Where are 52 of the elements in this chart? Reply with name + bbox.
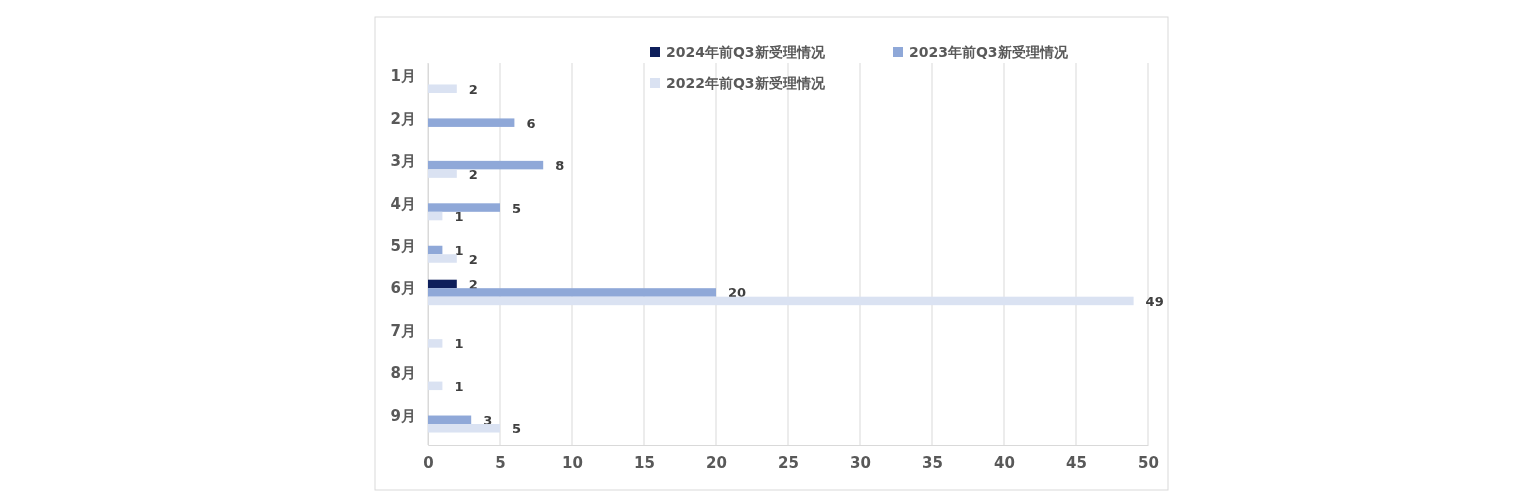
x-tick-label: 35: [922, 453, 943, 472]
data-label: 1: [454, 243, 464, 258]
y-tick-label: 2月: [390, 109, 416, 128]
data-label: 2: [468, 81, 478, 97]
bar: [428, 160, 544, 170]
y-tick-label: 6月: [390, 279, 416, 298]
legend-label: 2024年前Q3新受理情况: [666, 44, 826, 60]
data-label: 2: [468, 276, 478, 292]
bar: [428, 254, 457, 263]
bar: [428, 415, 472, 425]
x-tick-label: 15: [634, 453, 655, 472]
y-tick-label: 5月: [390, 237, 416, 255]
y-tick-label: 3月: [390, 152, 416, 171]
bar: [428, 203, 500, 212]
bar: [428, 245, 443, 255]
bar: [428, 279, 457, 289]
data-label: 8: [555, 158, 565, 174]
x-tick-label: 20: [706, 453, 727, 472]
bar: [428, 339, 443, 348]
y-tick-label: 9月: [390, 406, 416, 425]
data-label: 2: [468, 166, 478, 182]
data-label: 5: [512, 421, 522, 437]
x-tick-label: 25: [778, 453, 799, 472]
data-label: 5: [512, 200, 522, 216]
x-tick-label: 10: [562, 453, 583, 472]
y-tick-label: 1月: [390, 67, 416, 86]
x-tick-label: 50: [1138, 453, 1159, 472]
x-tick-label: 0: [423, 453, 434, 472]
data-label: 20: [728, 285, 747, 301]
x-tick-label: 40: [994, 453, 1015, 472]
x-tick-label: 30: [850, 453, 871, 472]
data-label: 6: [526, 115, 536, 131]
x-tick-label: 45: [1066, 453, 1087, 472]
y-tick-label: 8月: [390, 364, 416, 383]
data-label: 1: [454, 209, 464, 225]
x-tick-label: 5: [495, 453, 506, 472]
bar: [428, 381, 443, 391]
data-label: 49: [1145, 293, 1164, 309]
y-tick-label: 4月: [390, 194, 416, 213]
bar: [428, 424, 500, 433]
bar: [428, 169, 457, 178]
y-tick-label: 7月: [390, 321, 416, 340]
bar: [428, 84, 457, 93]
data-label: 2: [468, 251, 478, 267]
legend-label: 2022年前Q3新受理情况: [666, 75, 826, 91]
bar: [428, 296, 1134, 306]
data-label: 1: [454, 336, 464, 352]
bar: [428, 211, 443, 221]
data-label: 1: [454, 378, 464, 394]
legend-label: 2023年前Q3新受理情况: [909, 44, 1069, 60]
bar: [428, 118, 515, 127]
bar: [428, 288, 716, 297]
